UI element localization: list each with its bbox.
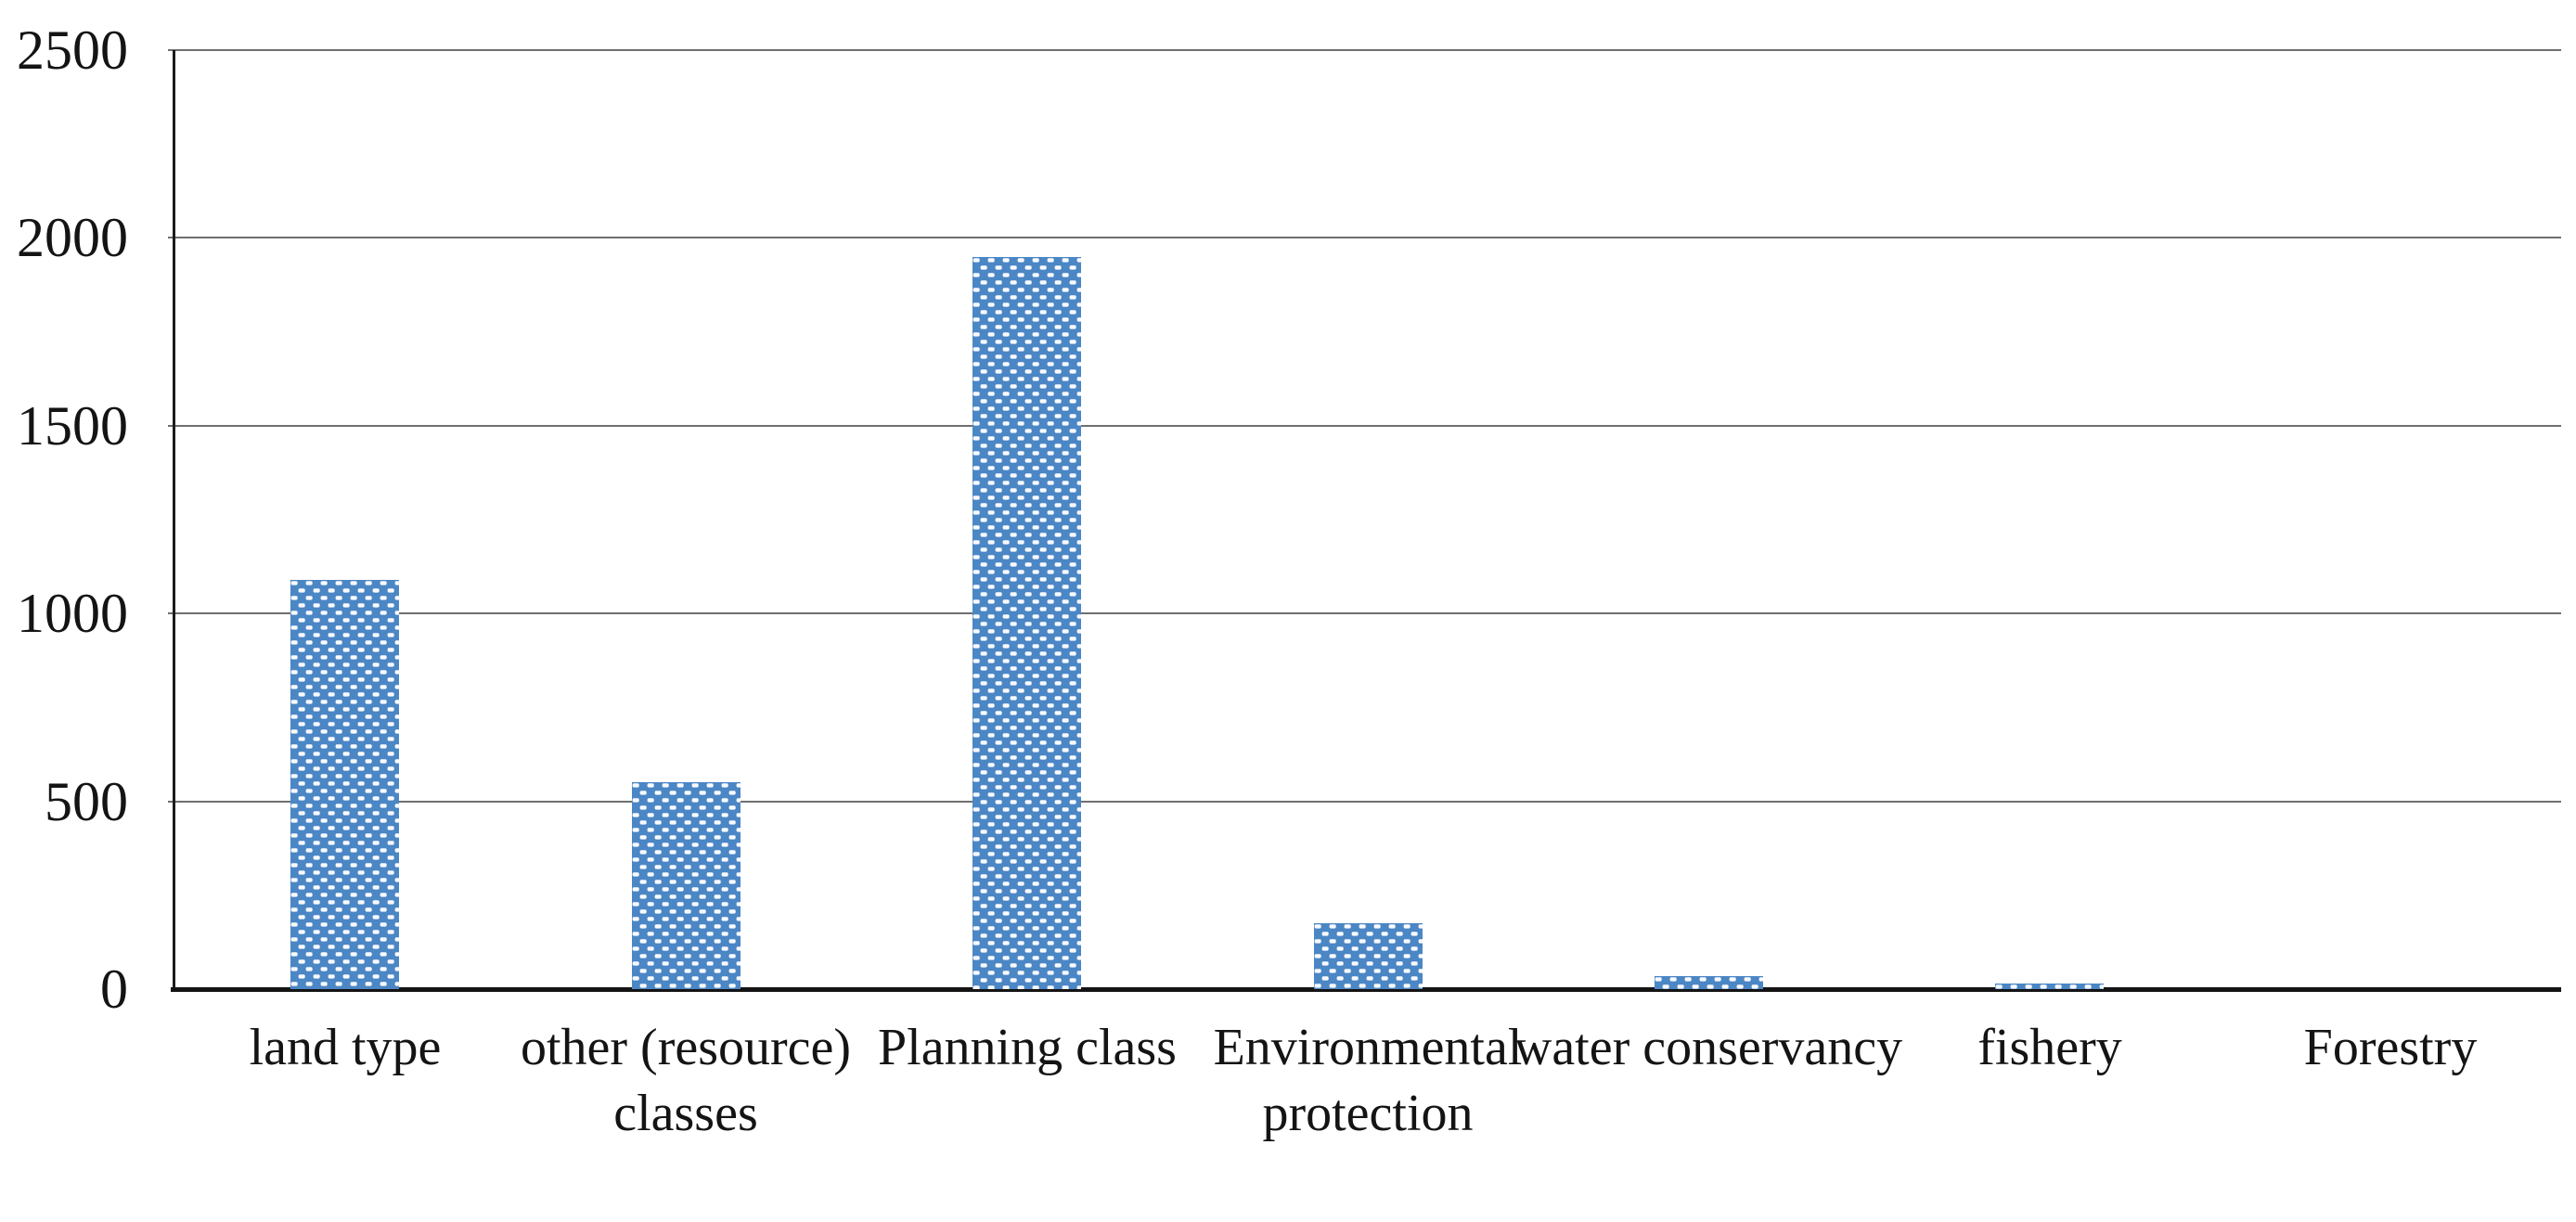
- x-category-label-forestry: Forestry: [2303, 1019, 2478, 1076]
- y-tick-label-2500: 2500: [17, 19, 128, 81]
- gridline-500: [168, 800, 2561, 803]
- x-category-label-planning-class: Planning class: [878, 1019, 1177, 1076]
- x-category-label-environmental-protection: Environmental protection: [1213, 1019, 1523, 1142]
- gridline-2000: [168, 237, 2561, 239]
- x-axis-line: [171, 987, 2561, 992]
- x-category-label-water-conservancy: water conservancy: [1513, 1019, 1903, 1076]
- gridline-1000: [168, 612, 2561, 615]
- bar-land-type: [290, 580, 399, 989]
- y-tick-label-500: 500: [45, 770, 128, 832]
- bar-other-resource-classes: [632, 782, 741, 989]
- x-category-label-other-resource-classes: other (resource) classes: [520, 1019, 851, 1142]
- x-category-label-land-type: land type: [249, 1019, 442, 1076]
- bar-planning-class: [972, 257, 1081, 989]
- bar-fishery: [1995, 984, 2104, 989]
- y-axis-line: [173, 50, 175, 991]
- y-tick-label-2000: 2000: [17, 207, 128, 269]
- x-category-label-fishery: fishery: [1977, 1019, 2122, 1076]
- y-tick-label-1500: 1500: [17, 394, 128, 457]
- gridline-2500: [168, 49, 2561, 51]
- y-tick-label-0: 0: [100, 958, 128, 1020]
- bar-water-conservancy: [1655, 976, 1763, 989]
- gridline-1500: [168, 424, 2561, 427]
- bar-environmental-protection: [1314, 923, 1423, 989]
- y-tick-label-1000: 1000: [17, 583, 128, 645]
